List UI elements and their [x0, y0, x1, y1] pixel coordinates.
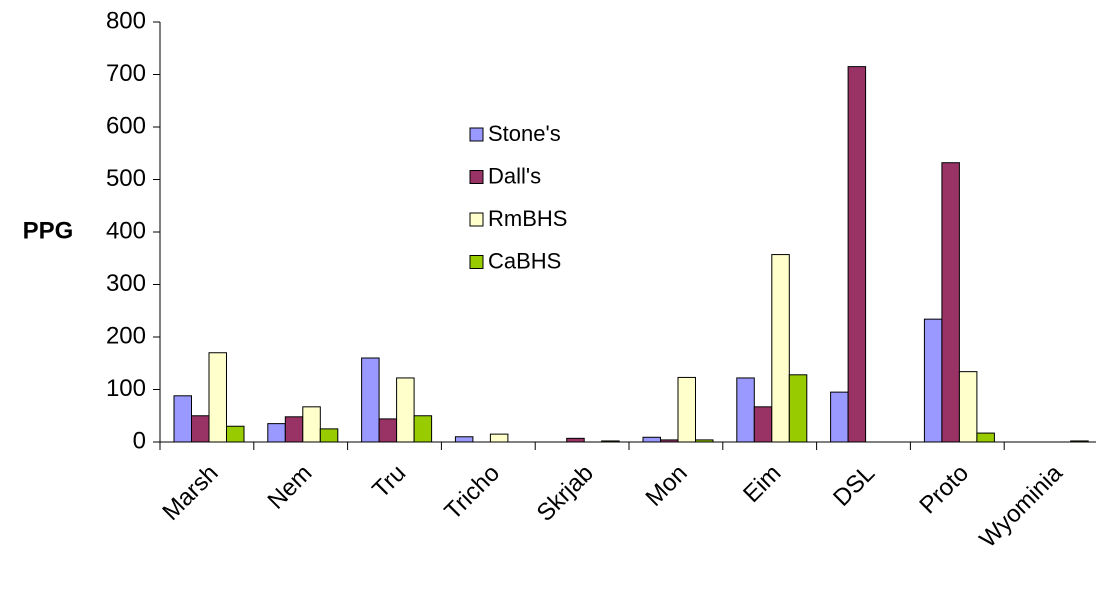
x-tick-label: Nem [263, 460, 318, 515]
bar [361, 357, 380, 443]
legend-label: RmBHS [488, 206, 567, 231]
legend-label: CaBHS [488, 248, 561, 273]
bar [830, 391, 849, 443]
y-tick-label: 500 [106, 165, 146, 192]
y-tick-label: 700 [106, 60, 146, 87]
bar [660, 439, 679, 443]
bar [396, 377, 415, 443]
y-tick-label: 100 [106, 375, 146, 402]
bar [173, 395, 192, 443]
y-tick-label: 200 [106, 322, 146, 349]
bar [1070, 440, 1089, 443]
bar [191, 415, 210, 443]
bar [642, 436, 661, 443]
y-tick-label: 400 [106, 217, 146, 244]
x-tick-label: Tricho [439, 460, 505, 526]
bar [958, 371, 978, 443]
bar [788, 374, 808, 443]
bar [413, 415, 433, 443]
y-tick-label: 300 [106, 270, 146, 297]
bar [208, 352, 227, 443]
bar [771, 254, 790, 443]
bar [601, 440, 620, 443]
legend-swatch [469, 170, 484, 184]
bar [284, 416, 304, 443]
bar [378, 418, 398, 443]
bar [695, 439, 714, 443]
legend-label: Dall's [488, 163, 541, 188]
y-tick-label: 600 [106, 112, 146, 139]
legend-swatch [469, 212, 484, 227]
bar [753, 406, 773, 443]
x-tick-label: DSL [828, 460, 880, 512]
bar [454, 436, 474, 443]
bar [736, 377, 755, 443]
legend-swatch [469, 255, 484, 269]
bar [267, 423, 286, 443]
x-tick-label: Proto [914, 460, 974, 520]
x-tick-label: Wyominia [974, 459, 1068, 553]
bar [319, 428, 339, 443]
bar [566, 437, 585, 443]
y-tick-label: 800 [106, 7, 146, 34]
bar [489, 433, 509, 443]
x-tick-label: Skrjab [532, 460, 599, 527]
legend-label: Stone's [488, 121, 561, 146]
bar [923, 318, 943, 443]
bar [677, 376, 696, 443]
bar [847, 66, 867, 443]
x-tick-label: Marsh [157, 460, 223, 526]
y-axis-label: PPG [23, 217, 74, 244]
legend-swatch [469, 127, 484, 142]
x-tick-label: Tru [367, 460, 411, 504]
x-tick-label: Mon [641, 460, 693, 512]
bar [226, 425, 245, 443]
bar [941, 162, 960, 443]
bar [976, 432, 995, 443]
x-tick-label: Eim [738, 460, 786, 508]
bar [302, 406, 321, 443]
y-tick-label: 0 [133, 427, 146, 454]
